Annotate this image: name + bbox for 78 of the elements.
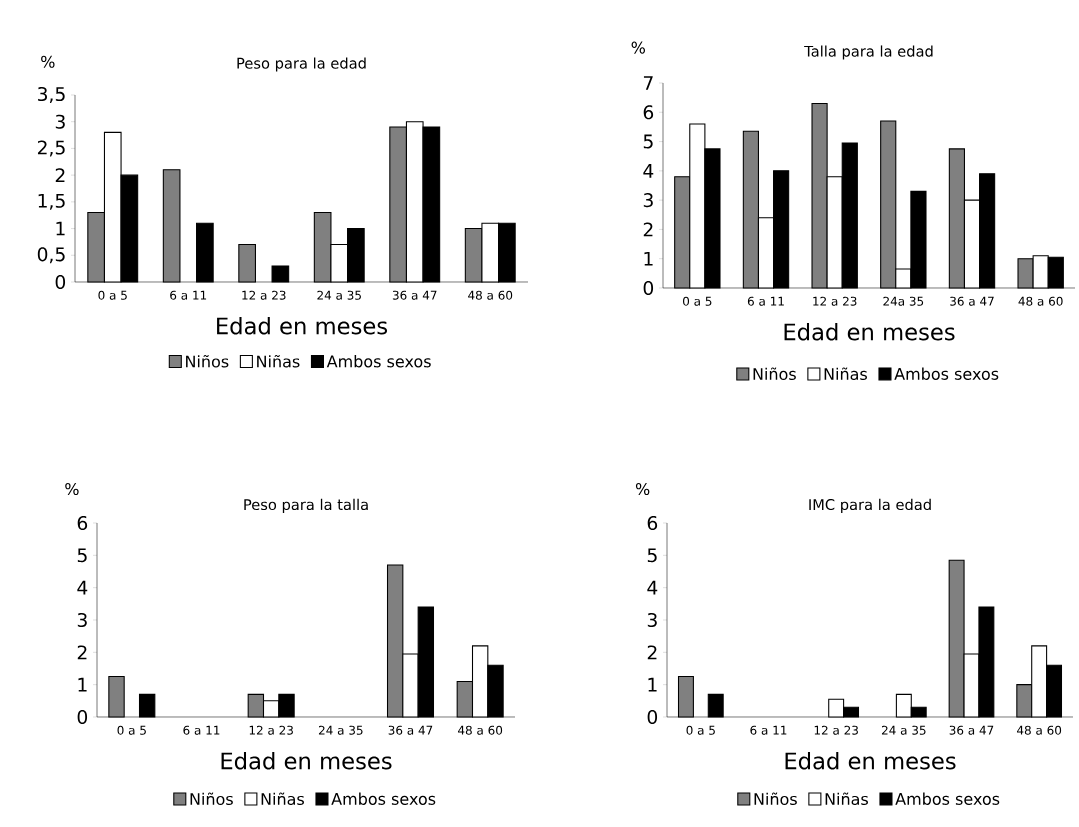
chart-title: Peso para la talla: [244, 498, 368, 513]
y-tick-label: 7: [643, 76, 653, 90]
y-tick-label: 5: [647, 548, 657, 563]
x-tick-label: 0 a 5: [117, 725, 146, 735]
y-tick-label: 0: [77, 709, 88, 725]
x-tick-label: 48 a 60: [1018, 296, 1063, 306]
y-axis-title: %: [635, 482, 650, 496]
x-tick-label: 48 a 60: [468, 290, 513, 300]
legend-label: Niños: [754, 792, 797, 806]
legend-label: Ambos sexos: [895, 792, 1000, 805]
x-tick-label: 6 a 11: [183, 725, 220, 735]
y-tick-label: 0: [643, 280, 654, 296]
x-tick-label: 6 a 11: [170, 290, 207, 300]
y-tick-label: 2: [643, 222, 653, 237]
x-tick-label: 36 a 47: [950, 296, 994, 306]
y-tick-label: 3: [643, 193, 653, 208]
x-tick-label: 0 a 5: [98, 290, 127, 300]
y-tick-label: 5: [77, 548, 87, 563]
y-tick-label: 4: [77, 580, 88, 595]
chart-title: Peso para la edad: [237, 57, 366, 72]
x-tick-label: 48 a 60: [457, 725, 503, 735]
y-tick-label: 4: [647, 580, 658, 595]
x-tick-label: 36 a 47: [388, 725, 433, 735]
legend-label: Niñas: [261, 792, 304, 806]
y-tick-label: 6: [647, 515, 658, 531]
y-tick-label: 1: [78, 677, 87, 692]
y-tick-label: 2: [647, 645, 657, 660]
y-tick-label: 1,5: [38, 193, 65, 210]
legend-label: Ambos sexos: [894, 367, 999, 380]
x-tick-label: 24 a 35: [881, 725, 926, 735]
x-tick-label: 12 a 23: [813, 296, 857, 306]
legend-label: Niños: [753, 367, 796, 381]
y-tick-label: 3,5: [38, 86, 65, 104]
x-tick-label: 36 a 47: [949, 725, 994, 735]
legend-label: Niños: [186, 354, 229, 368]
chart-title: IMC para la edad: [809, 498, 931, 513]
y-tick-label: 1: [648, 677, 657, 692]
x-axis-title: Edad en meses: [784, 322, 955, 341]
x-tick-label: 36 a 47: [392, 290, 437, 300]
x-tick-label: 6 a 11: [750, 725, 787, 735]
x-tick-label: 6 a 11: [747, 296, 784, 306]
x-tick-label: 24 a 35: [318, 725, 363, 735]
x-tick-label: 12 a 23: [249, 725, 293, 735]
x-axis-title: Edad en meses: [785, 751, 956, 770]
chart-title: Talla para la edad: [804, 45, 933, 60]
legend-label: Ambos sexos: [326, 355, 431, 368]
legend-label: Niñas: [824, 367, 867, 381]
legend-label: Niñas: [257, 354, 300, 368]
y-tick-label: 0: [55, 274, 66, 290]
x-tick-label: 0 a 5: [686, 725, 715, 735]
y-tick-label: 3: [55, 114, 65, 129]
legend-label: Niñas: [825, 792, 868, 806]
x-tick-label: 0 a 5: [683, 296, 712, 306]
x-tick-label: 24a 35: [883, 296, 924, 306]
x-tick-label: 12 a 23: [242, 290, 286, 300]
y-tick-label: 1: [644, 251, 653, 266]
legend-label: Niños: [190, 792, 233, 806]
y-tick-label: 0,5: [37, 247, 65, 264]
y-axis-title: %: [41, 55, 55, 68]
y-tick-label: 2,5: [37, 140, 65, 157]
y-tick-label: 6: [77, 515, 88, 531]
y-axis-title: %: [65, 482, 79, 496]
y-tick-label: 4: [643, 164, 654, 178]
y-tick-label: 2: [55, 168, 65, 183]
x-tick-label: 48 a 60: [1016, 725, 1062, 735]
x-tick-label: 12 a 23: [814, 725, 858, 735]
x-axis-title: Edad en meses: [221, 751, 392, 770]
legend-label: Ambos sexos: [331, 792, 436, 805]
y-tick-label: 1: [56, 221, 65, 236]
x-tick-label: 24 a 35: [317, 290, 361, 300]
x-axis-title: Edad en meses: [217, 316, 388, 335]
y-tick-label: 0: [647, 709, 658, 725]
y-axis-title: %: [631, 41, 646, 54]
y-tick-label: 3: [77, 612, 87, 628]
y-tick-label: 3: [647, 612, 657, 628]
y-tick-label: 5: [643, 134, 653, 149]
y-tick-label: 6: [643, 105, 654, 120]
y-tick-label: 2: [77, 645, 87, 660]
